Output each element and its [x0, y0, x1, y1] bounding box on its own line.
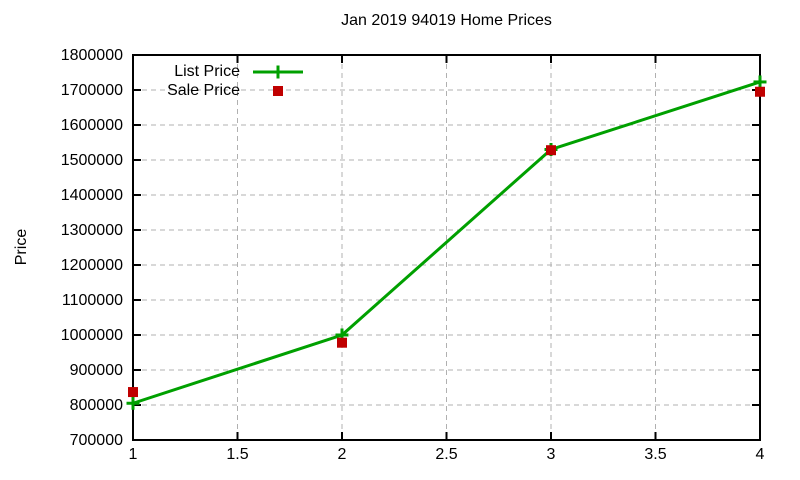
y-tick-label: 1100000: [62, 292, 123, 309]
legend-square-marker: [273, 85, 283, 96]
legend-item-list-price: List Price: [80, 62, 304, 81]
line-plus-marker-sample: [253, 65, 303, 78]
legend: List Price Sale Price: [80, 62, 304, 100]
y-tick-label: 1200000: [61, 257, 123, 274]
x-tick-label: 2.5: [435, 446, 457, 463]
legend-label-sale-price: Sale Price: [167, 82, 240, 99]
series-line-list-price: [132, 80, 761, 405]
y-tick-label: 1600000: [61, 117, 123, 134]
chart-title: Jan 2019 94019 Home Prices: [341, 12, 552, 29]
x-tick-label: 4: [756, 446, 765, 463]
y-tick-label: 1700000: [61, 82, 123, 99]
x-tick-label: 1.5: [226, 446, 248, 463]
plot-border: [132, 54, 761, 441]
y-axis-title: Price: [13, 228, 30, 266]
y-tick-label: 1500000: [61, 152, 123, 169]
y-tick-label: 1400000: [61, 187, 123, 204]
y-tick-label: 900000: [70, 362, 123, 379]
square-marker: [128, 387, 138, 398]
square-marker: [546, 145, 556, 156]
x-tick-label: 3: [547, 446, 556, 463]
square-marker: [337, 337, 347, 348]
y-tick-label: 800000: [70, 397, 123, 414]
y-tick-label: 1300000: [61, 222, 123, 239]
y-tick-label: 1800000: [61, 47, 123, 64]
y-tick-label: 700000: [70, 432, 123, 449]
square-marker-sample: [273, 85, 283, 96]
square-marker: [755, 86, 765, 97]
legend-item-sale-price: Sale Price: [80, 81, 304, 100]
x-tick-label: 2: [338, 446, 347, 463]
x-tick-label: 3.5: [644, 446, 666, 463]
x-tick-label: 1: [129, 446, 138, 463]
y-tick-label: 1000000: [61, 327, 123, 344]
legend-label-list-price: List Price: [174, 63, 240, 80]
